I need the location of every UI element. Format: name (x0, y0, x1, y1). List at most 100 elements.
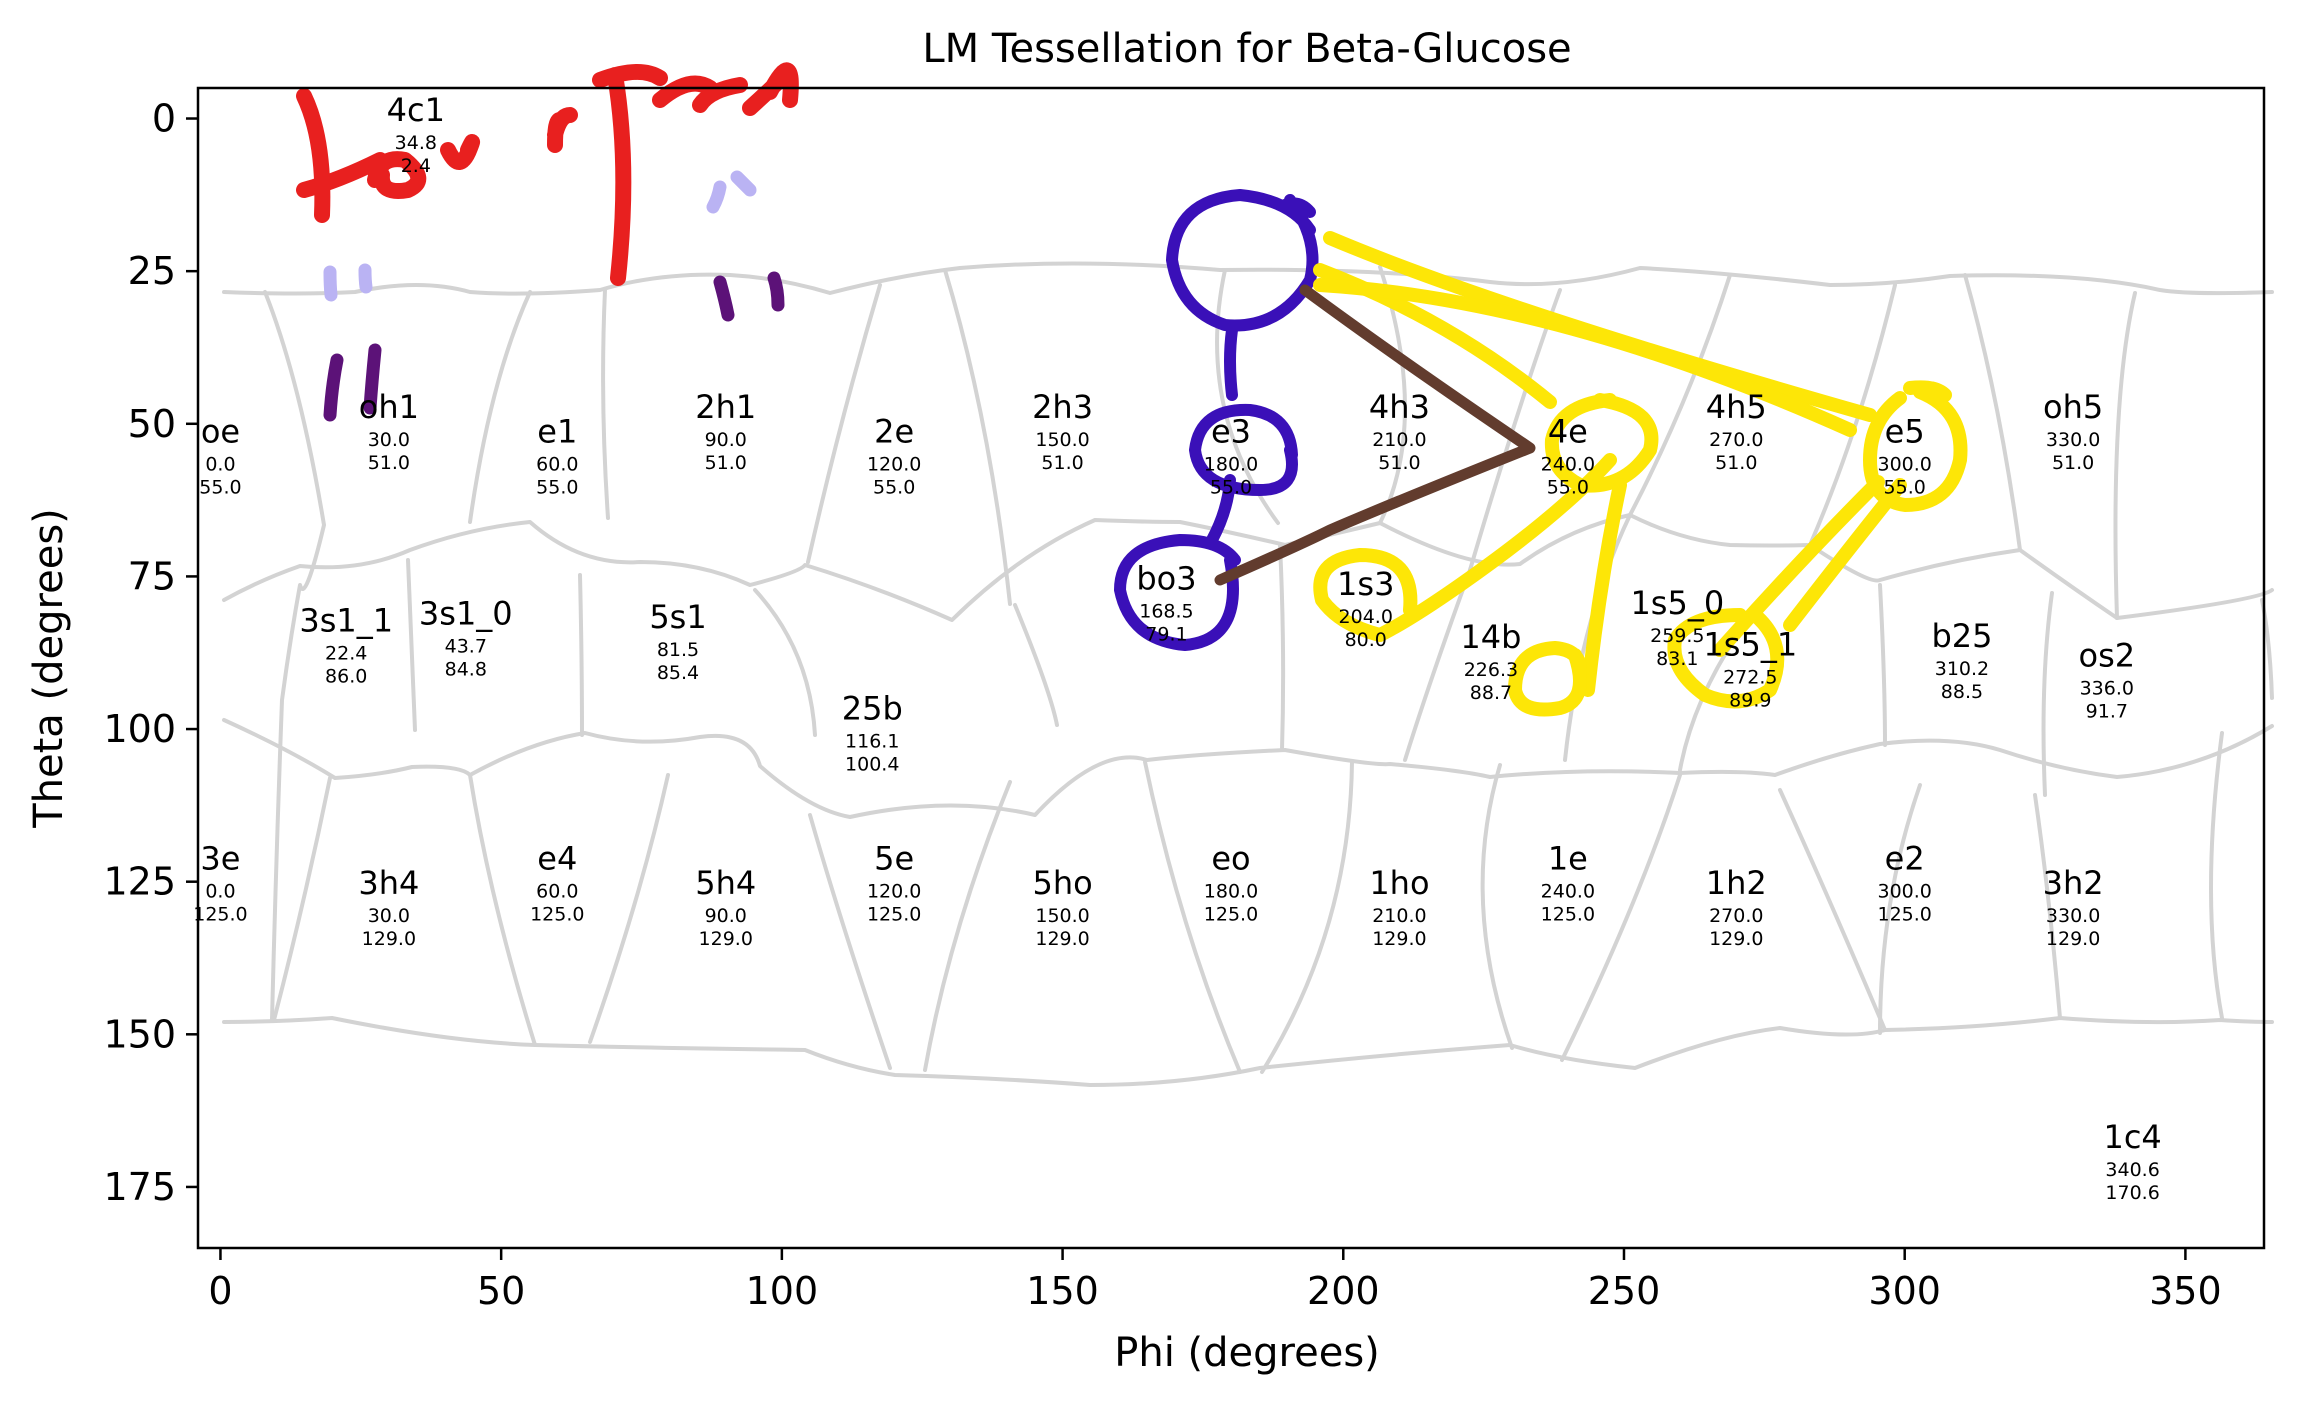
yellow-circle-e5 (1863, 380, 1968, 512)
cell-theta: 51.0 (1715, 452, 1757, 474)
cell-phi: 310.2 (1935, 658, 1989, 680)
cell-label-3s1_1: 3s1_1 22.486.0 (299, 602, 393, 688)
cell-name: 4c1 (387, 91, 445, 129)
x-tick-label: 0 (208, 1269, 232, 1313)
cell-labels: oe0.055.0oh130.051.0e160.055.02h190.051.… (193, 91, 2162, 1204)
cell-theta: 125.0 (530, 904, 584, 926)
boundary-v25 (468, 773, 537, 1047)
cell-theta: 125.0 (1541, 904, 1595, 926)
y-tick-label: 25 (128, 249, 176, 293)
cell-name: 5s1 (649, 598, 706, 636)
cell-label-2h3: 2h3 150.051.0 (1032, 388, 1093, 474)
cell-theta: 129.0 (362, 928, 416, 950)
cell-theta: 125.0 (193, 904, 247, 926)
annotation-strokes (296, 62, 1968, 717)
cell-name: e1 (537, 412, 577, 450)
cell-theta: 51.0 (705, 452, 747, 474)
cell-label-5s1: 5s1 81.585.4 (649, 598, 706, 684)
cell-phi: 340.6 (2105, 1159, 2159, 1181)
cell-theta: 2.4 (401, 155, 431, 177)
cell-theta: 55.0 (1547, 476, 1589, 498)
cell-name: os2 (2078, 636, 2135, 674)
cell-label-oe: oe 0.055.0 (199, 412, 241, 498)
cell-theta: 129.0 (1372, 928, 1426, 950)
boundary-v30 (1260, 760, 1354, 1074)
cell-name: bo3 (1136, 559, 1196, 597)
cell-label-3s1_0: 3s1_0 43.784.8 (419, 594, 513, 680)
cell-phi: 330.0 (2046, 429, 2100, 451)
x-tick-label: 50 (477, 1269, 525, 1313)
cell-name: 1e (1548, 840, 1588, 878)
cell-theta: 55.0 (199, 476, 241, 498)
boundary-bottom (222, 1016, 2274, 1087)
cell-label-os2: os2 336.091.7 (2078, 636, 2135, 722)
boundary-v16 (1013, 603, 1059, 727)
boundary-v4 (806, 283, 882, 564)
red-scribble (296, 62, 799, 286)
cell-phi: 168.5 (1139, 600, 1193, 622)
boundary-v32 (1560, 773, 1682, 1062)
cell-phi: 240.0 (1541, 881, 1595, 903)
boundary-v35 (2033, 793, 2062, 1020)
brown-arrow (1214, 284, 1536, 586)
cell-theta: 51.0 (368, 452, 410, 474)
x-axis-ticks: 0 50 100 150 200 250 300 350 (208, 1248, 2222, 1313)
cell-phi: 336.0 (2080, 677, 2134, 699)
boundary-v28 (923, 780, 1012, 1072)
cell-phi: 330.0 (2046, 905, 2100, 927)
y-tick-label: 150 (103, 1012, 176, 1056)
cell-theta: 129.0 (1709, 928, 1763, 950)
cell-label-4h3: 4h3 210.051.0 (1369, 388, 1430, 474)
cell-theta: 55.0 (536, 476, 578, 498)
boundary-v22 (2041, 591, 2054, 797)
cell-phi: 120.0 (867, 881, 921, 903)
cell-phi: 272.5 (1723, 666, 1777, 688)
cell-theta: 86.0 (325, 666, 367, 688)
y-tick-label: 100 (103, 707, 176, 751)
y-tick-label: 75 (128, 554, 176, 598)
x-tick-label: 200 (1307, 1269, 1380, 1313)
boundary-v14 (578, 573, 584, 737)
boundary-v11 (1963, 273, 2022, 552)
y-axis-label: Theta (degrees) (26, 508, 72, 829)
indigo-circle-bo3 (1114, 534, 1241, 651)
cell-theta: 85.4 (657, 662, 699, 684)
cell-name: 5e (874, 840, 914, 878)
cell-phi: 270.0 (1709, 905, 1763, 927)
cell-phi: 150.0 (1035, 905, 1089, 927)
cell-label-e3: e3 180.055.0 (1204, 412, 1258, 498)
x-tick-label: 150 (1026, 1269, 1099, 1313)
cell-phi: 22.4 (325, 643, 367, 665)
cell-label-2e: 2e 120.055.0 (867, 412, 921, 498)
cell-name: 3e (200, 840, 240, 878)
yellow-stroke-7 (1783, 478, 1907, 632)
cell-name: e5 (1885, 412, 1925, 450)
cell-label-1s5_1: 1s5_1 272.589.9 (1703, 625, 1797, 711)
cell-name: 5ho (1032, 864, 1092, 902)
x-tick-label: 350 (2149, 1269, 2222, 1313)
cell-phi: 226.3 (1464, 659, 1518, 681)
cell-theta: 89.9 (1729, 689, 1771, 711)
cell-phi: 60.0 (536, 453, 578, 475)
cell-name: 5h4 (695, 864, 756, 902)
cell-theta: 91.7 (2086, 700, 2128, 722)
cell-phi: 0.0 (205, 453, 235, 475)
cell-name: 1ho (1369, 864, 1429, 902)
boundary-v21 (1878, 583, 1887, 747)
cell-phi: 81.5 (657, 639, 699, 661)
cell-theta: 51.0 (1041, 452, 1083, 474)
boundary-v3 (601, 288, 610, 520)
cell-label-bo3: bo3 168.579.1 (1136, 559, 1196, 645)
y-tick-label: 50 (128, 402, 176, 446)
yellow-circle-14b (1508, 641, 1587, 717)
boundary-v36 (2209, 731, 2224, 1020)
